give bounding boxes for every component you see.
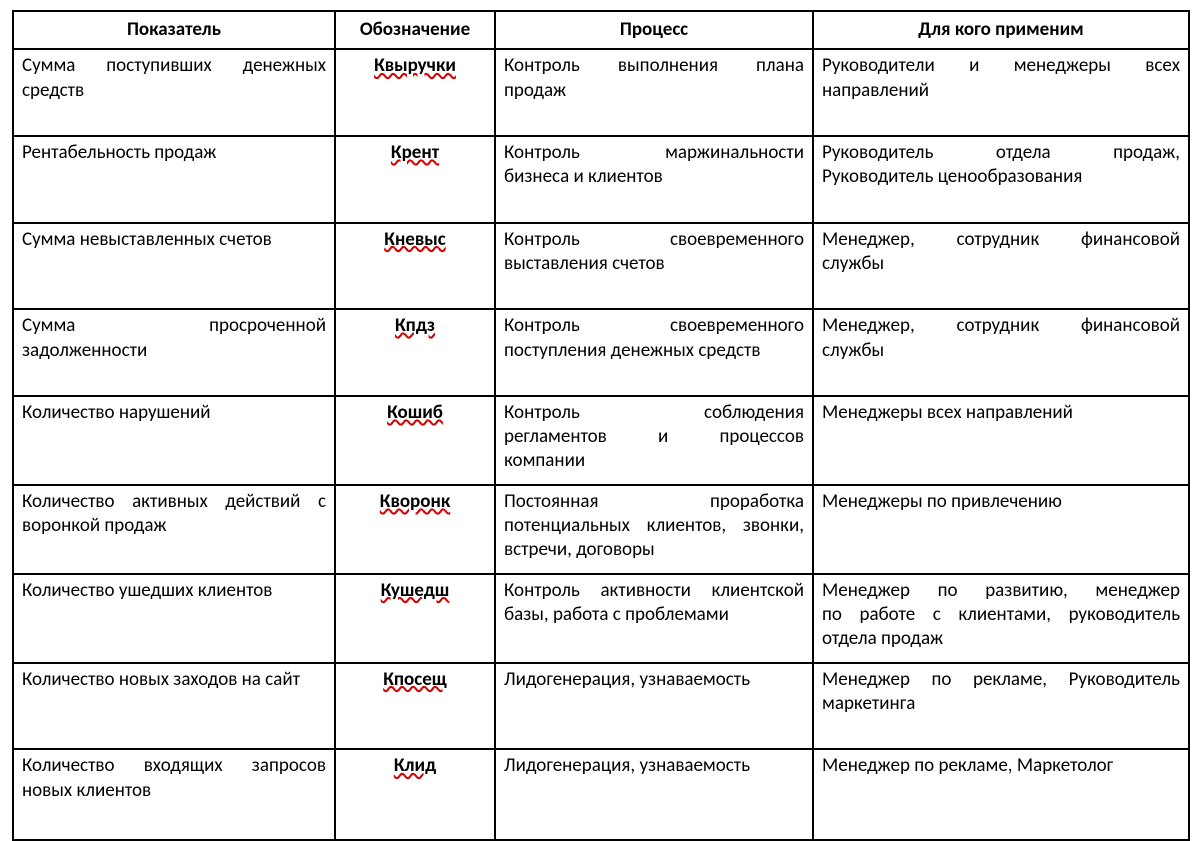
col-header-process: Процесс (495, 11, 813, 49)
symbol-text: Кневыс (384, 228, 446, 251)
cell-applies: Руководитель отдела продаж,Руководитель … (813, 136, 1189, 223)
cell-symbol: Кворонк (335, 485, 495, 574)
cell-applies: Менеджер по рекламе, Руководительмаркети… (813, 663, 1189, 750)
cell-indicator: Количество входящих запросовновых клиент… (13, 749, 335, 840)
cell-process: Постоянная проработкапотенциальных клиен… (495, 485, 813, 574)
cell-process: Контроль активности клиентскойбазы, рабо… (495, 574, 813, 663)
cell-applies: Менеджер, сотрудник финансовойслужбы (813, 223, 1189, 310)
cell-indicator: Количество активных действий своронкой п… (13, 485, 335, 574)
cell-indicator: Сумма поступивших денежныхсредств (13, 49, 335, 136)
table-row: Сумма невыставленных счетов Кневыс Контрол… (13, 223, 1189, 310)
cell-symbol: Кпосещ (335, 663, 495, 750)
table-row: Сумма просроченнойзадолженности Кпдз Контр… (13, 309, 1189, 396)
symbol-text: Крент (391, 141, 439, 164)
symbol-text: Кпдз (395, 314, 435, 337)
table-row: Количество входящих запросовновых клиент… (13, 749, 1189, 840)
cell-process: Контроль маржинальностибизнеса и клиенто… (495, 136, 813, 223)
cell-process: Контроль выполнения планапродаж (495, 49, 813, 136)
symbol-text: Кушедш (381, 579, 450, 602)
cell-symbol: Крент (335, 136, 495, 223)
cell-process: Лидогенерация, узнаваемость (495, 663, 813, 750)
cell-applies: Менеджер по рекламе, Маркетолог (813, 749, 1189, 840)
col-header-symbol: Обозначение (335, 11, 495, 49)
table-header-row: Показатель Обозначение Процесс Для кого … (13, 11, 1189, 49)
table-body: Сумма поступивших денежныхсредств Квыручк… (13, 49, 1189, 840)
cell-applies: Менеджеры по привлечению (813, 485, 1189, 574)
symbol-text: Кворонк (380, 490, 450, 513)
cell-applies: Руководители и менеджеры всехнаправлений (813, 49, 1189, 136)
cell-indicator: Сумма просроченнойзадолженности (13, 309, 335, 396)
cell-process: Контроль своевременноговыставления счето… (495, 223, 813, 310)
cell-symbol: Кошиб (335, 396, 495, 485)
cell-indicator: Количество ушедших клиентов (13, 574, 335, 663)
symbol-text: Квыручки (374, 54, 456, 77)
col-header-indicator: Показатель (13, 11, 335, 49)
cell-indicator: Количество новых заходов на сайт (13, 663, 335, 750)
table-row: Количество ушедших клиентов Кушедш Контрол… (13, 574, 1189, 663)
kpi-table: Показатель Обозначение Процесс Для кого … (12, 10, 1190, 841)
cell-applies: Менеджер по развитию, менеджерпо работе … (813, 574, 1189, 663)
cell-process: Лидогенерация, узнаваемость (495, 749, 813, 840)
symbol-text: Кошиб (387, 401, 443, 424)
cell-symbol: Кневыс (335, 223, 495, 310)
col-header-applies: Для кого применим (813, 11, 1189, 49)
table-row: Рентабельность продаж Крент Контроль маржи… (13, 136, 1189, 223)
table-row: Количество новых заходов на сайт Кпосещ Ли… (13, 663, 1189, 750)
symbol-text: Кпосещ (383, 668, 447, 691)
cell-symbol: Кпдз (335, 309, 495, 396)
cell-applies: Менеджеры всех направлений (813, 396, 1189, 485)
table-row: Количество нарушений Кошиб Контроль соблюд… (13, 396, 1189, 485)
table-row: Сумма поступивших денежныхсредств Квыручк… (13, 49, 1189, 136)
kpi-table-page: Показатель Обозначение Процесс Для кого … (0, 0, 1200, 740)
table-row: Количество активных действий своронкой п… (13, 485, 1189, 574)
symbol-text: Клид (394, 754, 436, 777)
cell-indicator: Сумма невыставленных счетов (13, 223, 335, 310)
cell-symbol: Квыручки (335, 49, 495, 136)
cell-symbol: Клид (335, 749, 495, 840)
cell-process: Контроль соблюдениярегламентов и процесс… (495, 396, 813, 485)
cell-symbol: Кушедш (335, 574, 495, 663)
cell-applies: Менеджер, сотрудник финансовойслужбы (813, 309, 1189, 396)
cell-process: Контроль своевременногопоступления денеж… (495, 309, 813, 396)
cell-indicator: Количество нарушений (13, 396, 335, 485)
cell-indicator: Рентабельность продаж (13, 136, 335, 223)
